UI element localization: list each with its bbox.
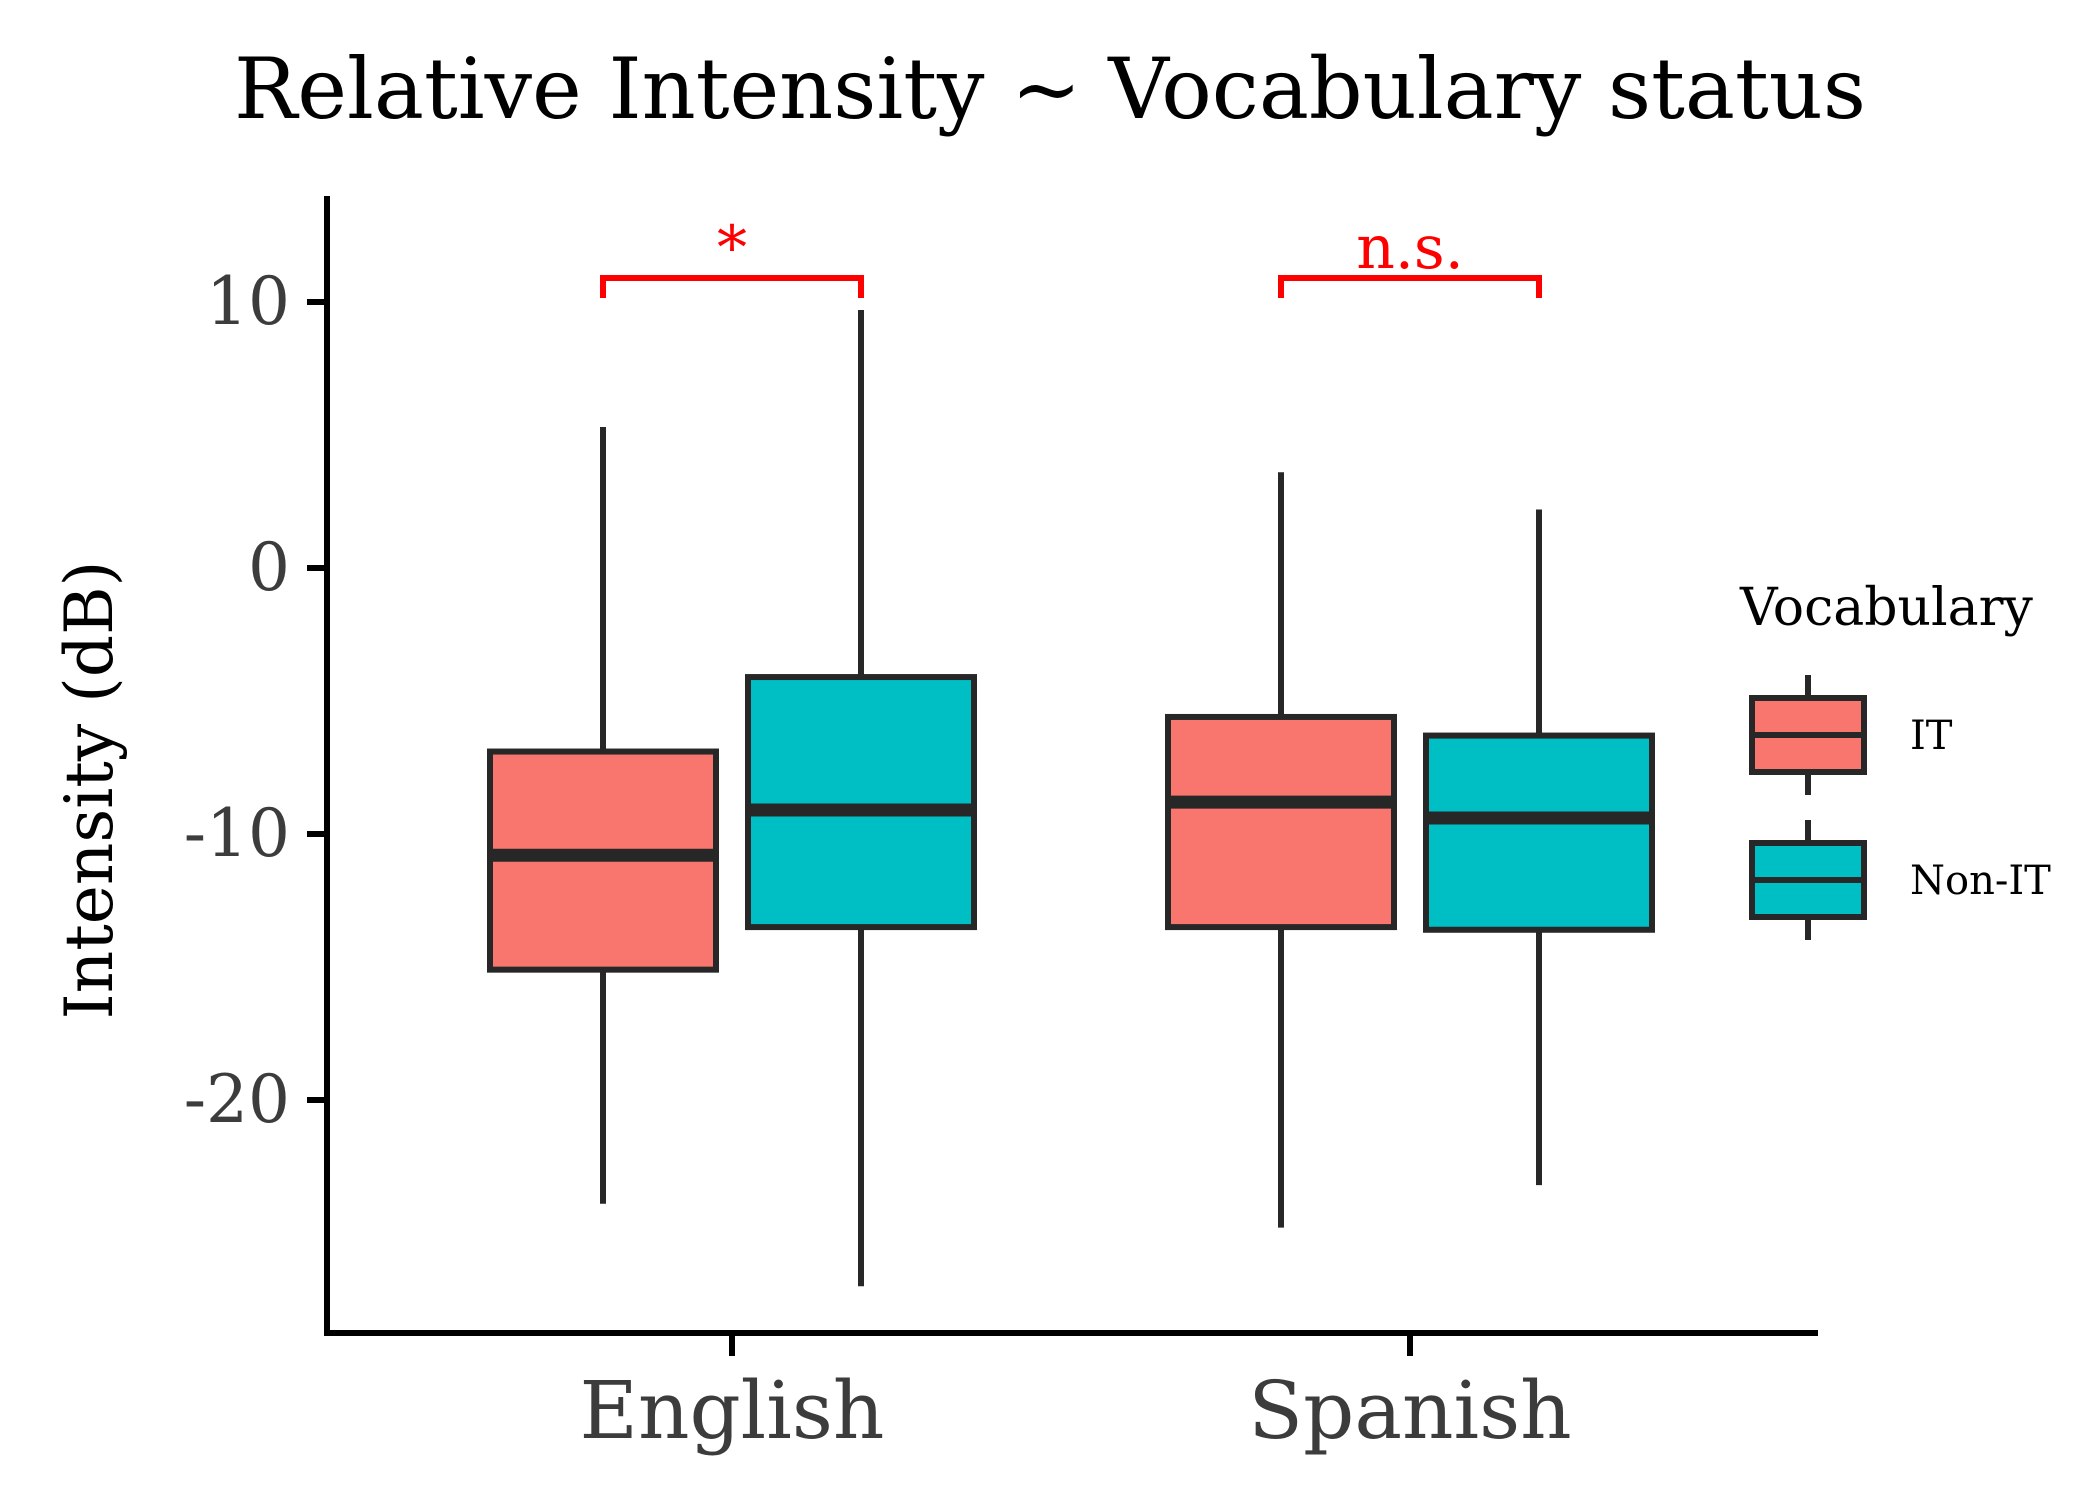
significance-label: n.s. — [1356, 213, 1464, 283]
significance-bracket — [1278, 275, 1542, 299]
y-axis-ticks: 10 0 -10 -20 — [184, 263, 327, 1138]
box-it-english — [487, 427, 719, 1204]
legend-items: IT Non-IT — [1749, 675, 2051, 940]
box-it-spanish — [1165, 472, 1397, 1228]
x-axis-ticks: English Spanish — [580, 1336, 1572, 1457]
legend-item-it: IT — [1749, 675, 1953, 795]
iqr-box — [745, 674, 977, 931]
x-tick-label: English — [580, 1364, 885, 1457]
x-tick-label: Spanish — [1248, 1364, 1571, 1457]
legend: Vocabulary IT Non-IT — [1739, 578, 2051, 940]
iqr-box — [1423, 732, 1655, 933]
y-tick-label: -10 — [184, 795, 290, 872]
box-non-it-english — [745, 309, 977, 1287]
box-non-it-spanish — [1423, 509, 1655, 1186]
y-axis-label: Intensity (dB) — [51, 561, 128, 1020]
iqr-box — [1165, 713, 1397, 931]
y-tick-label: 10 — [206, 263, 290, 340]
chart-title: Relative Intensity ~ Vocabulary status — [234, 40, 1866, 138]
significance-label: * — [717, 213, 747, 283]
box-groups — [487, 309, 1655, 1287]
legend-title: Vocabulary — [1739, 578, 2033, 638]
y-tick-label: 0 — [248, 529, 290, 606]
legend-label: IT — [1910, 713, 1953, 759]
legend-label: Non-IT — [1910, 858, 2051, 904]
y-tick-label: -20 — [184, 1061, 290, 1138]
significance-bracket — [600, 275, 864, 299]
significance-annotations: * n.s. — [600, 213, 1542, 299]
legend-item-non-it: Non-IT — [1749, 820, 2051, 940]
